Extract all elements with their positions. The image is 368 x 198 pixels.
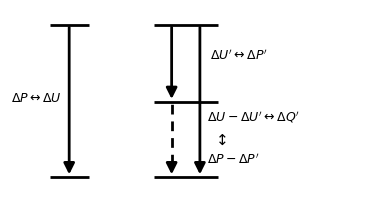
Text: $\updownarrow$: $\updownarrow$ (213, 132, 228, 148)
Text: $\Delta U-\Delta U'\leftrightarrow\Delta Q'$: $\Delta U-\Delta U'\leftrightarrow\Delta… (207, 110, 300, 125)
Text: $\Delta U'\leftrightarrow\Delta P'$: $\Delta U'\leftrightarrow\Delta P'$ (210, 49, 268, 63)
Text: $\Delta P\leftrightarrow\Delta U$: $\Delta P\leftrightarrow\Delta U$ (11, 92, 62, 106)
Text: $\Delta P-\Delta P'$: $\Delta P-\Delta P'$ (207, 152, 260, 167)
